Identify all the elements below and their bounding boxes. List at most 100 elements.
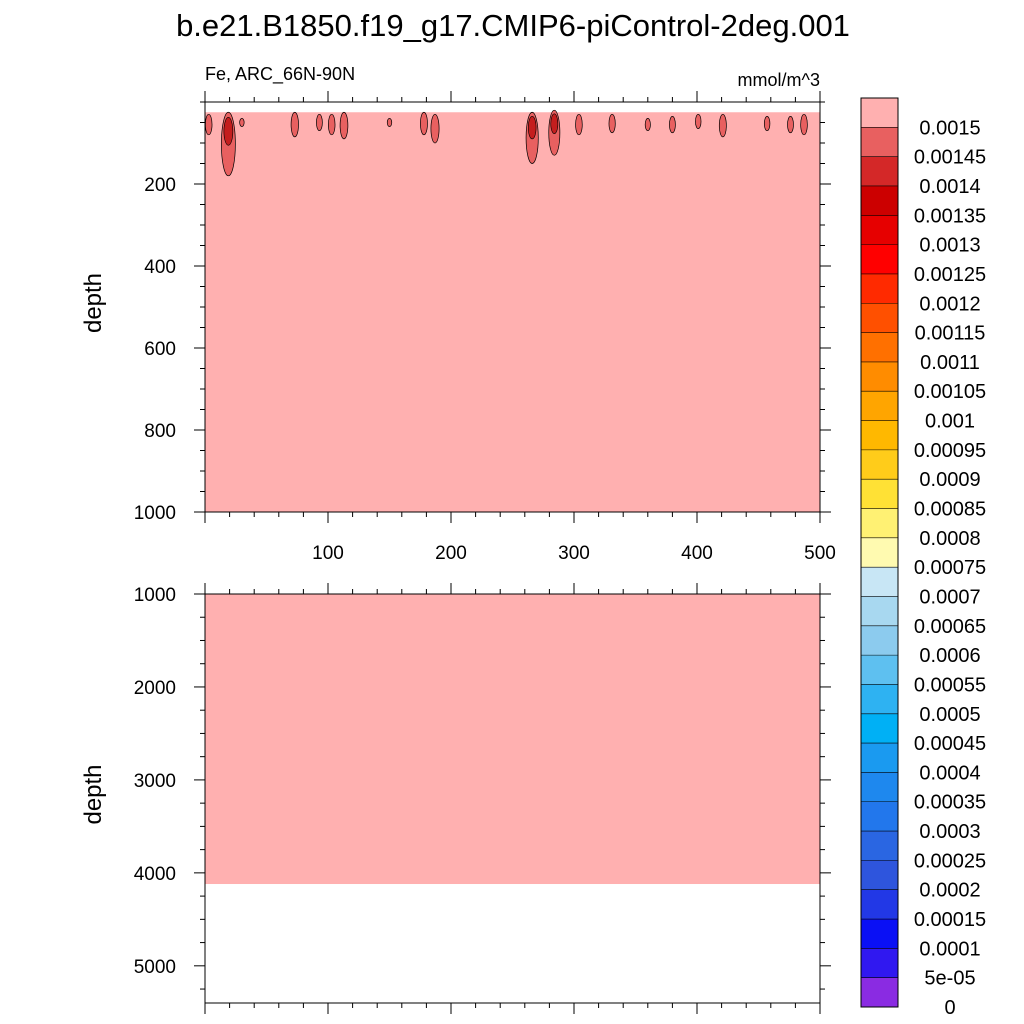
contour-feature bbox=[430, 113, 440, 144]
contour-feature bbox=[386, 118, 393, 127]
colorbar-label: 0.00025 bbox=[914, 850, 986, 872]
y-tick-label: 200 bbox=[144, 175, 176, 196]
y-axis-label: depth bbox=[80, 764, 107, 824]
colorbar-label: 0.0004 bbox=[919, 762, 980, 784]
colorbar-swatch bbox=[861, 596, 898, 627]
colorbar-swatch bbox=[861, 420, 898, 451]
colorbar-swatch bbox=[861, 508, 898, 539]
panel-frame bbox=[204, 593, 821, 1004]
colorbar-swatch bbox=[861, 567, 898, 597]
colorbar-label: 0.0009 bbox=[919, 469, 980, 491]
variable-label: Fe, ARC_66N-90N bbox=[205, 64, 355, 85]
colorbar-label: 0.0015 bbox=[919, 117, 980, 139]
colorbar-swatch bbox=[861, 244, 898, 275]
x-tick-label: 400 bbox=[681, 543, 713, 564]
colorbar-label: 0.0001 bbox=[919, 938, 980, 960]
colorbar-swatch bbox=[861, 127, 898, 157]
upper-panel: 100 200 300 400 500 200 400 600 800 1000 depth bbox=[80, 91, 836, 564]
colorbar-swatch bbox=[861, 625, 898, 656]
colorbar-swatch bbox=[861, 332, 898, 363]
y-tick-label: 1000 bbox=[134, 585, 176, 606]
colorbar-label: 0.00135 bbox=[914, 205, 986, 227]
colorbar-label: 0.00085 bbox=[914, 499, 986, 521]
colorbar-label: 0.0005 bbox=[919, 704, 980, 726]
x-tick-label: 300 bbox=[558, 543, 590, 564]
colorbar-swatch bbox=[861, 185, 898, 216]
colorbar-label: 0.0013 bbox=[919, 235, 980, 257]
colorbar-label: 0.00035 bbox=[914, 792, 986, 814]
colorbar-label: 0.00145 bbox=[914, 147, 986, 169]
colorbar-swatch bbox=[861, 948, 898, 978]
colorbar-label: 0.00075 bbox=[914, 557, 986, 579]
field-fill bbox=[205, 112, 820, 512]
colorbar-swatch bbox=[861, 713, 898, 744]
colorbar-swatch bbox=[861, 684, 898, 715]
y-tick-label: 400 bbox=[144, 257, 176, 278]
contour-feature bbox=[290, 111, 299, 138]
colorbar-swatch bbox=[861, 919, 898, 949]
colorbar-label: 0.001 bbox=[925, 411, 975, 433]
contour-feature bbox=[695, 113, 702, 129]
contour-feature bbox=[669, 116, 676, 134]
field-fill bbox=[205, 594, 820, 885]
colorbar-label: 0.0008 bbox=[919, 528, 980, 550]
colorbar-label: 0.00115 bbox=[915, 323, 986, 345]
colorbar-swatch bbox=[861, 977, 898, 1008]
contour-feature bbox=[239, 118, 245, 127]
colorbar-swatch bbox=[861, 449, 898, 480]
colorbar-label: 0.00095 bbox=[914, 440, 986, 462]
contour-feature bbox=[763, 115, 771, 132]
contour-feature bbox=[339, 111, 349, 140]
y-tick-label: 5000 bbox=[134, 957, 176, 978]
colorbar-swatch bbox=[861, 889, 898, 920]
colorbar-swatch bbox=[861, 831, 898, 861]
colorbar-label: 0.00105 bbox=[914, 381, 986, 403]
colorbar-swatch bbox=[861, 479, 898, 509]
colorbar-frame bbox=[860, 97, 899, 1008]
colorbar-swatch bbox=[861, 743, 898, 773]
colorbar-swatch bbox=[861, 391, 898, 421]
x-tick-label: 100 bbox=[312, 543, 344, 564]
colorbar-swatch bbox=[861, 801, 898, 832]
contour-feature bbox=[608, 113, 616, 134]
colorbar-label: 0.0003 bbox=[919, 821, 980, 843]
contour-core bbox=[527, 116, 537, 140]
contour-feature bbox=[800, 113, 808, 136]
contour-feature bbox=[644, 118, 651, 132]
colorbar-swatch bbox=[861, 537, 898, 568]
contour-feature bbox=[420, 111, 428, 136]
colorbar-swatch bbox=[861, 860, 898, 891]
colorbar-label: 0.0007 bbox=[919, 586, 980, 608]
contour-feature bbox=[718, 113, 727, 138]
contour-feature bbox=[787, 116, 794, 134]
y-tick-label: 1000 bbox=[134, 503, 176, 524]
colorbar-label: 0.0006 bbox=[919, 645, 980, 667]
colorbar-label: 0.00125 bbox=[914, 264, 986, 286]
colorbar-label: 0 bbox=[944, 997, 955, 1019]
contour-feature bbox=[204, 113, 213, 136]
colorbar-label: 0.00045 bbox=[914, 733, 986, 755]
colorbar-label: 0.0011 bbox=[920, 352, 980, 374]
colorbar-swatch bbox=[861, 655, 898, 685]
colorbar-label: 0.0012 bbox=[919, 293, 980, 315]
colorbar-swatch bbox=[861, 273, 898, 304]
lower-panel: 1000 2000 3000 4000 5000 depth bbox=[80, 583, 831, 1014]
contour-feature bbox=[327, 113, 336, 136]
colorbar-swatch bbox=[861, 156, 898, 187]
colorbar-swatch bbox=[861, 215, 898, 245]
colorbar: 0.0015 0.00145 0.0014 0.00135 0.0013 0.00125 0… bbox=[860, 97, 986, 1019]
contour-feature bbox=[575, 113, 583, 136]
contour-core bbox=[223, 117, 234, 146]
y-tick-label: 2000 bbox=[134, 678, 176, 699]
y-tick-label: 3000 bbox=[134, 771, 176, 792]
colorbar-label: 0.00065 bbox=[914, 616, 986, 638]
colorbar-swatch bbox=[861, 303, 898, 333]
colorbar-label: 0.00055 bbox=[914, 674, 986, 696]
y-tick-label: 600 bbox=[144, 339, 176, 360]
x-tick-label: 200 bbox=[435, 543, 467, 564]
x-tick-label: 500 bbox=[804, 543, 836, 564]
colorbar-swatch bbox=[861, 772, 898, 803]
y-tick-label: 800 bbox=[144, 421, 176, 442]
colorbar-label: 0.00015 bbox=[914, 909, 986, 931]
